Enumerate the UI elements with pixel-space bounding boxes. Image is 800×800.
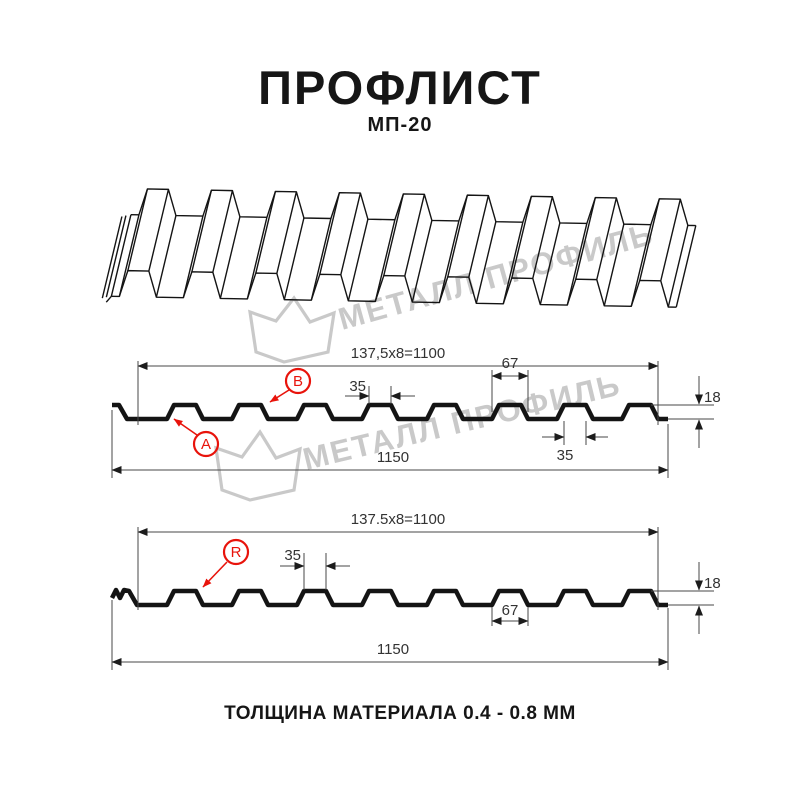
dim-pitch-total: 137.5x8=1100 bbox=[351, 511, 445, 528]
watermark-text: МЕТАЛЛ ПРОФИЛЬ bbox=[299, 367, 624, 477]
profiled-sheet-3d-drawing bbox=[101, 188, 697, 308]
dim-profile-height: 18 bbox=[704, 389, 721, 406]
callout-a-label: A bbox=[201, 436, 211, 453]
watermark-lower: МЕТАЛЛ ПРОФИЛЬ bbox=[214, 367, 624, 502]
page-title: ПРОФЛИСТ bbox=[258, 61, 542, 114]
diagram-1: 137,5x8=1100 35 67 18 35 bbox=[111, 345, 721, 478]
dim-overall-width: 1150 bbox=[377, 449, 409, 466]
dim-crest-bottom: 35 bbox=[557, 447, 574, 464]
profile-model-subtitle: МП-20 bbox=[367, 114, 433, 136]
sheet-cut-edge bbox=[101, 215, 127, 303]
dim-profile-height: 18 bbox=[704, 575, 721, 592]
dim-pitch-total: 137,5x8=1100 bbox=[351, 345, 445, 362]
diagram-2: 137.5x8=1100 35 67 18 1150 bbox=[109, 511, 721, 670]
dim-crest-top: 35 bbox=[349, 378, 366, 395]
dim-rib-base: 67 bbox=[502, 602, 519, 619]
dim-crest-top: 35 bbox=[284, 547, 301, 564]
profile-cross-section bbox=[109, 587, 668, 608]
watermark-logo-icon bbox=[214, 429, 302, 502]
callout-b: B bbox=[269, 367, 312, 403]
callout-r: R bbox=[202, 538, 250, 588]
dim-overall-width: 1150 bbox=[377, 641, 409, 658]
callout-r-label: R bbox=[231, 544, 242, 561]
callout-a: A bbox=[173, 418, 220, 458]
watermark-text: МЕТАЛЛ ПРОФИЛЬ bbox=[335, 216, 658, 337]
callout-b-label: B bbox=[293, 373, 303, 390]
watermark-logo-icon bbox=[248, 295, 336, 364]
dim-rib-base: 67 bbox=[502, 355, 519, 372]
watermark-upper: МЕТАЛЛ ПРОФИЛЬ bbox=[248, 216, 658, 364]
profile-cross-section bbox=[112, 402, 668, 422]
material-thickness-note: ТОЛЩИНА МАТЕРИАЛА 0.4 - 0.8 ММ bbox=[224, 703, 576, 724]
